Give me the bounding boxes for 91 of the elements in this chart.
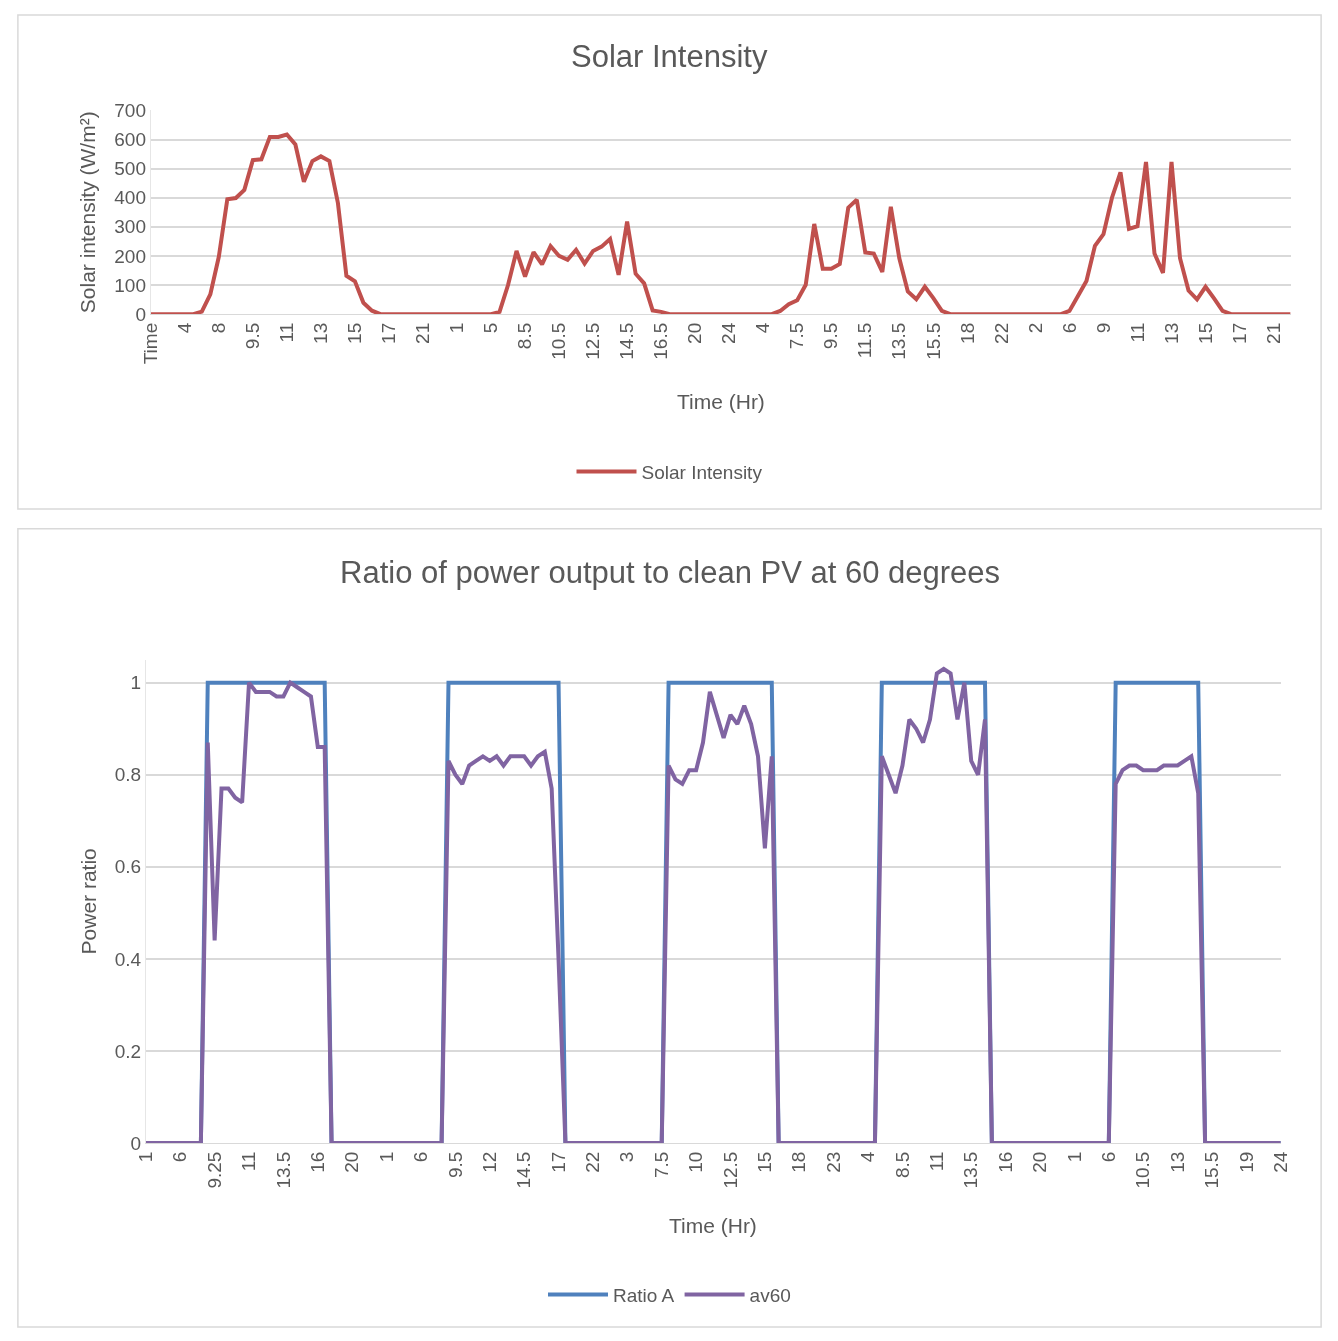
x-tick-label: 22 [582, 1151, 604, 1173]
y-tick-label: 100 [114, 274, 146, 296]
y-tick-label: 1 [130, 672, 142, 694]
x-axis-title: Time (Hr) [669, 1214, 757, 1237]
legend-label: av60 [749, 1284, 791, 1306]
y-tick-label: 0.8 [114, 764, 142, 786]
x-tick-label: 10.5 [1132, 1151, 1154, 1189]
x-tick-label: 12.5 [719, 1151, 741, 1189]
y-tick-label: 600 [114, 129, 146, 151]
y-tick-label: 0.6 [114, 856, 142, 878]
line-series [150, 132, 1291, 315]
x-tick-label: 6 [410, 1151, 432, 1163]
x-tick-label: 7.5 [786, 322, 808, 350]
y-tick-label: 300 [114, 216, 146, 238]
x-tick-label: 11 [1126, 322, 1148, 343]
x-tick-label: 20 [341, 1151, 363, 1173]
x-tick-label: 15 [1194, 322, 1216, 344]
x-tick-label: 13.5 [960, 1151, 982, 1189]
x-tick-label: 14.5 [513, 1151, 535, 1189]
y-axis-title: Power ratio [76, 848, 100, 955]
x-tick-label: 15 [344, 322, 366, 344]
x-tick-label: 24 [1269, 1151, 1291, 1173]
y-tick-label: 200 [114, 245, 146, 267]
x-tick-label: 6 [1058, 322, 1080, 334]
x-tick-label: 23 [822, 1151, 844, 1173]
x-tick-label: 1 [1063, 1151, 1085, 1163]
y-tick-label: 0.2 [114, 1040, 142, 1062]
y-tick-label: 500 [114, 158, 146, 180]
x-tick-label: 13.5 [272, 1151, 294, 1189]
y-axis-title: Solar intensity (W/m²) [76, 111, 100, 314]
x-tick-label: 5 [480, 322, 502, 334]
x-tick-label: 9.5 [444, 1151, 466, 1178]
x-tick-label: 4 [173, 322, 195, 334]
x-tick-label: 18 [956, 322, 978, 344]
x-tick-label: 3 [616, 1151, 638, 1163]
x-tick-label: 12.5 [582, 322, 604, 360]
x-tick-label: 8.5 [891, 1151, 913, 1178]
x-tick-label: 21 [412, 322, 434, 344]
y-tick-label: 400 [114, 187, 146, 209]
x-tick-label: Time [139, 322, 161, 365]
x-tick-label: 16 [306, 1151, 328, 1173]
y-tick-label: 0 [135, 303, 146, 325]
x-tick-label: 15 [754, 1151, 776, 1173]
x-tick-label: 11 [926, 1151, 948, 1172]
x-tick-label: 7.5 [650, 1151, 672, 1178]
x-tick-label: 20 [684, 322, 706, 344]
x-tick-label: 15.5 [1201, 1151, 1223, 1189]
x-tick-label: 11.5 [854, 322, 876, 359]
x-tick-label: 18 [788, 1151, 810, 1173]
chart-title: Ratio of power output to clean PV at 60 degrees [340, 555, 1001, 590]
x-tick-label: 10 [685, 1151, 707, 1173]
x-tick-label: 13 [1160, 322, 1182, 344]
x-tick-label: 17 [547, 1151, 569, 1173]
x-tick-label: 11 [238, 1151, 260, 1172]
x-tick-label: 9.5 [820, 322, 842, 350]
x-tick-label: 17 [378, 322, 400, 344]
x-tick-label: 20 [1029, 1151, 1051, 1173]
x-tick-label: 9 [1092, 322, 1114, 334]
x-tick-label: 24 [718, 322, 740, 344]
chart-title: Solar Intensity [571, 39, 768, 74]
x-tick-label: 10.5 [548, 322, 570, 360]
legend-label: Ratio A [613, 1284, 675, 1306]
x-tick-label: 2 [1024, 322, 1046, 334]
y-tick-label: 0 [130, 1132, 142, 1154]
x-tick-label: 12 [478, 1151, 500, 1173]
y-tick-label: 700 [114, 100, 146, 122]
x-tick-label: 4 [752, 322, 774, 334]
x-tick-label: 13 [310, 322, 332, 344]
x-tick-label: 8.5 [514, 322, 536, 350]
x-tick-label: 13.5 [888, 322, 910, 360]
x-tick-label: 17 [1228, 322, 1250, 344]
y-tick-label: 0.4 [114, 948, 142, 970]
x-tick-label: 19 [1235, 1151, 1257, 1173]
x-tick-label: 13 [1166, 1151, 1188, 1173]
x-tick-label: 11 [276, 322, 298, 343]
x-tick-label: 22 [990, 322, 1012, 344]
x-tick-label: 1 [446, 322, 468, 334]
x-tick-label: 1 [375, 1151, 397, 1163]
x-tick-label: 16 [994, 1151, 1016, 1173]
x-tick-label: 6 [169, 1151, 191, 1163]
x-tick-label: 8 [208, 322, 229, 334]
x-tick-label: 14.5 [616, 322, 638, 360]
x-axis-title: Time (Hr) [677, 390, 765, 413]
x-tick-label: 16.5 [650, 322, 672, 360]
x-tick-label: 15.5 [922, 322, 944, 360]
x-tick-label: 9.25 [203, 1151, 225, 1189]
legend-label: Solar Intensity [641, 461, 763, 483]
x-tick-label: 6 [1097, 1151, 1119, 1163]
x-tick-label: 9.5 [242, 322, 264, 350]
x-tick-label: 21 [1262, 322, 1284, 344]
x-tick-label: 4 [857, 1151, 879, 1163]
